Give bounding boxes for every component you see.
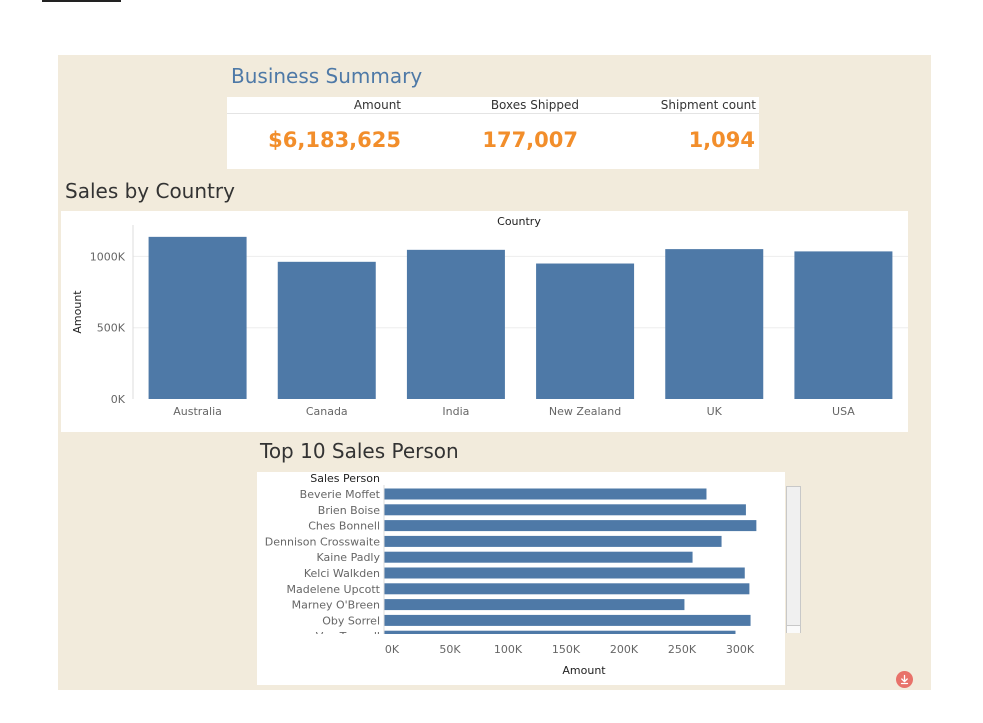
salesperson-x-tick-label: 50K bbox=[439, 643, 461, 656]
download-icon bbox=[900, 674, 909, 685]
sales-by-country-title: Sales by Country bbox=[65, 179, 235, 203]
country-y-tick-label: 0K bbox=[111, 393, 126, 406]
salesperson-scrollbar[interactable] bbox=[786, 486, 801, 633]
country-bar bbox=[536, 263, 635, 399]
salesperson-bar bbox=[384, 614, 751, 626]
download-button[interactable] bbox=[896, 671, 913, 688]
kpi-header-row: Amount Boxes Shipped Shipment count bbox=[227, 97, 759, 114]
salesperson-bar bbox=[384, 567, 745, 579]
country-bar bbox=[794, 251, 893, 399]
salesperson-name-label: Oby Sorrel bbox=[322, 614, 380, 627]
kpi-value-boxes: 177,007 bbox=[482, 128, 578, 152]
kpi-table: Amount Boxes Shipped Shipment count $6,1… bbox=[227, 97, 759, 169]
salesperson-x-tick-label: 100K bbox=[494, 643, 523, 656]
country-bar bbox=[277, 261, 376, 399]
salesperson-bar bbox=[384, 599, 685, 611]
salesperson-x-tick-label: 150K bbox=[552, 643, 581, 656]
salesperson-bar bbox=[384, 630, 736, 634]
salesperson-x-axis-label: Amount bbox=[562, 664, 606, 677]
top-sales-person-title: Top 10 Sales Person bbox=[260, 439, 459, 463]
country-x-tick-label: UK bbox=[707, 405, 723, 418]
salesperson-name-label: Ches Bonnell bbox=[308, 520, 380, 533]
kpi-label-shipments: Shipment count bbox=[660, 98, 756, 112]
salesperson-header: Sales Person bbox=[310, 472, 380, 485]
scrollbar-thumb[interactable] bbox=[787, 625, 800, 633]
top-underline bbox=[42, 0, 121, 2]
country-x-tick-label: Australia bbox=[173, 405, 222, 418]
salesperson-bar bbox=[384, 535, 722, 547]
kpi-label-boxes: Boxes Shipped bbox=[490, 98, 579, 112]
salesperson-bar bbox=[384, 504, 746, 516]
salesperson-chart-panel: Sales Person Beverie Moffet Brien Boise Che… bbox=[257, 472, 785, 685]
salesperson-bar bbox=[384, 583, 750, 595]
salesperson-name-label: Marney O'Breen bbox=[292, 599, 380, 612]
country-x-tick-label: USA bbox=[832, 405, 855, 418]
salesperson-bar bbox=[384, 551, 693, 563]
salesperson-bar-chart: Sales Person Beverie Moffet Brien Boise Che… bbox=[265, 472, 757, 677]
country-y-axis-label: Amount bbox=[71, 290, 84, 334]
country-y-tick-label: 500K bbox=[97, 322, 126, 335]
salesperson-x-tick-label: 300K bbox=[726, 643, 755, 656]
kpi-value-amount: $6,183,625 bbox=[268, 128, 401, 152]
salesperson-x-tick-label: 250K bbox=[668, 643, 697, 656]
salesperson-name-label: Kelci Walkden bbox=[304, 567, 380, 580]
country-y-tick-label: 1000K bbox=[90, 250, 126, 263]
salesperson-rows: Beverie Moffet Brien Boise Ches Bonnell Den… bbox=[265, 488, 757, 643]
country-bar bbox=[148, 236, 247, 399]
country-chart-panel: Country Amount 0K 500K 1000K Australia Canada I… bbox=[61, 211, 908, 432]
salesperson-name-label: Dennison Crosswaite bbox=[265, 535, 380, 548]
salesperson-name-label: Kaine Padly bbox=[317, 551, 381, 564]
salesperson-bar bbox=[384, 520, 757, 532]
salesperson-x-tick-label: 200K bbox=[610, 643, 639, 656]
business-summary-title: Business Summary bbox=[231, 64, 423, 88]
country-x-tick-label: India bbox=[442, 405, 469, 418]
country-chart-title: Country bbox=[497, 215, 541, 228]
country-bar bbox=[665, 249, 764, 399]
country-x-tick-label: New Zealand bbox=[549, 405, 621, 418]
salesperson-name-label: Beverie Moffet bbox=[300, 488, 381, 501]
salesperson-name-label: Madelene Upcott bbox=[287, 583, 381, 596]
country-bar bbox=[406, 249, 505, 399]
kpi-label-amount: Amount bbox=[353, 98, 401, 112]
country-bar-chart: Country Amount 0K 500K 1000K Australia Canada I… bbox=[71, 215, 908, 418]
kpi-value-shipments: 1,094 bbox=[688, 128, 755, 152]
salesperson-x-tick-label: 0K bbox=[385, 643, 400, 656]
salesperson-name-label: Van Tuxwell bbox=[316, 630, 380, 643]
country-x-tick-label: Canada bbox=[306, 405, 348, 418]
salesperson-bar bbox=[384, 488, 707, 500]
salesperson-name-label: Brien Boise bbox=[318, 504, 380, 517]
